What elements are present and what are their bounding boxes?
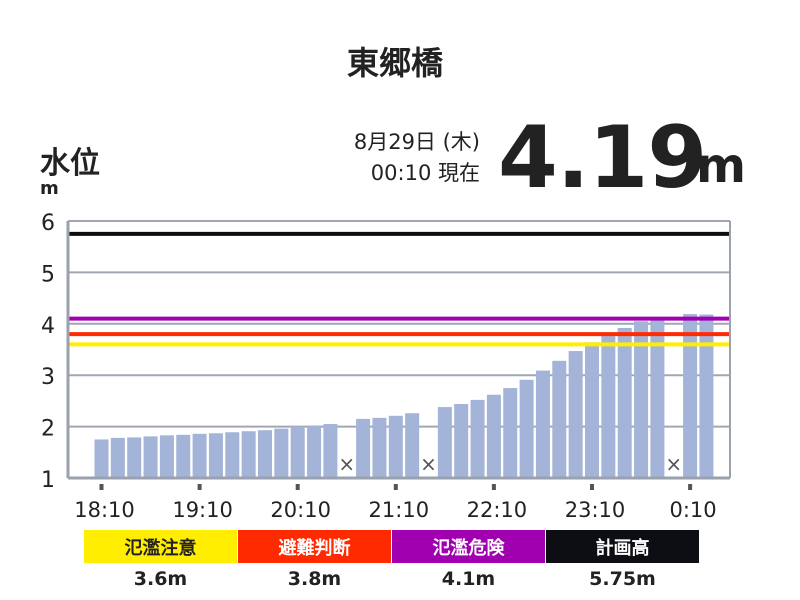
- x-tick-mark: [295, 484, 300, 490]
- x-tick-label: 19:10: [172, 498, 233, 522]
- x-tick-label: 22:10: [467, 498, 528, 522]
- legend-danger-box: 氾濫危険: [392, 530, 545, 563]
- legend-caution-box: 氾濫注意: [84, 530, 237, 563]
- legend-plan-box: 計画高: [546, 530, 699, 563]
- water-level-bar: [307, 425, 322, 478]
- water-level-bar: [699, 314, 714, 478]
- missing-data-marker: ×: [338, 452, 355, 476]
- water-level-bar: [437, 407, 452, 478]
- water-level-bar: [470, 399, 485, 478]
- water-level-bar: [503, 388, 518, 478]
- y-tick-label: 6: [41, 211, 55, 236]
- y-axis-unit: m: [40, 178, 59, 199]
- water-level-bar: [601, 335, 616, 478]
- legend-evacuation-value: 3.8m: [287, 568, 342, 590]
- water-level-bar: [372, 417, 387, 478]
- legend-caution-label: 氾濫注意: [124, 537, 197, 559]
- missing-data-marker: ×: [420, 452, 437, 476]
- y-tick-label: 1: [41, 468, 55, 493]
- water-level-bar: [159, 435, 174, 478]
- water-level-bar: [241, 431, 256, 478]
- water-level-bar: [274, 428, 289, 478]
- legend-danger-label: 氾濫危険: [432, 537, 505, 559]
- water-level-bar: [143, 436, 158, 478]
- water-level-bar: [208, 433, 223, 478]
- water-level-bar: [585, 342, 599, 478]
- legend-plan-label: 計画高: [595, 537, 650, 559]
- water-level-bar: [356, 418, 371, 478]
- missing-data-marker: ×: [665, 452, 682, 476]
- water-level-bar: [535, 370, 550, 478]
- x-tick-label: 21:10: [369, 498, 430, 522]
- y-axis-title: 水位: [40, 146, 100, 181]
- x-tick-label: 23:10: [565, 498, 626, 522]
- water-level-bar: [110, 437, 125, 478]
- current-level-unit: m: [696, 138, 747, 194]
- x-tick-mark: [491, 484, 496, 490]
- water-level-bar: [290, 426, 305, 478]
- water-level-bar: [634, 321, 649, 478]
- water-level-bar: [323, 424, 338, 478]
- water-level-bar: [617, 327, 632, 478]
- water-level-bar: [454, 403, 469, 478]
- water-level-bar: [568, 351, 583, 478]
- water-level-bar: [519, 379, 534, 478]
- legend-caution-value: 3.6m: [133, 568, 188, 590]
- water-level-bar: [192, 433, 207, 478]
- y-tick-label: 3: [41, 365, 55, 390]
- threshold-lines: [68, 231, 730, 347]
- water-level-bar: [683, 314, 698, 478]
- x-tick-mark: [197, 484, 202, 490]
- x-tick-mark: [99, 484, 104, 490]
- x-tick-mark: [688, 484, 693, 490]
- y-tick-label: 5: [41, 262, 55, 287]
- water-level-bar: [258, 430, 272, 478]
- water-level-bar: [650, 318, 665, 478]
- water-level-bar: [225, 432, 240, 478]
- water-level-bar: [94, 439, 109, 478]
- y-tick-label: 4: [41, 314, 55, 339]
- tick-labels: 1 2 3 4 5 6 18:10 19:10 20:10 21:10 22:10 23:10 0:10: [41, 211, 717, 522]
- x-tick-label: 20:10: [270, 498, 331, 522]
- water-level-bar: [486, 394, 501, 478]
- x-tick-label: 18:10: [74, 498, 135, 522]
- legend-danger-value: 4.1m: [441, 568, 496, 590]
- legend-plan-value: 5.75m: [589, 568, 656, 590]
- bar-series: × × ×: [94, 314, 714, 478]
- y-tick-label: 2: [41, 417, 55, 442]
- legend-evacuation-label: 避難判断: [278, 537, 351, 559]
- water-level-bar: [552, 360, 567, 478]
- water-level-bar: [176, 434, 191, 478]
- water-level-bar: [388, 415, 403, 478]
- water-level-bar: [405, 413, 420, 478]
- station-title: 東郷橋: [346, 44, 443, 82]
- observation-date: 8月29日 (木): [353, 130, 480, 154]
- x-tick-mark: [393, 484, 398, 490]
- current-level-value: 4.19: [498, 108, 707, 208]
- legend-evacuation-box: 避難判断: [238, 530, 391, 563]
- axes: [66, 221, 731, 490]
- observation-time: 00:10 現在: [370, 161, 480, 185]
- water-level-bar: [127, 437, 142, 478]
- x-tick-label: 0:10: [670, 498, 717, 522]
- x-tick-mark: [590, 484, 594, 490]
